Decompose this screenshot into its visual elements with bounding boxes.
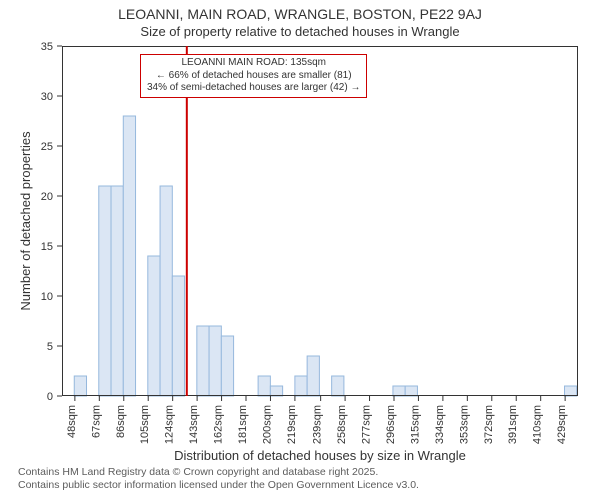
svg-text:315sqm: 315sqm [409, 405, 421, 444]
footer-line-1: Contains HM Land Registry data © Crown c… [18, 466, 419, 479]
annotation-line-2: ← 66% of detached houses are smaller (81… [147, 70, 360, 83]
footer-attribution: Contains HM Land Registry data © Crown c… [18, 466, 419, 492]
svg-text:5: 5 [47, 341, 53, 353]
svg-text:30: 30 [41, 91, 53, 103]
svg-text:67sqm: 67sqm [90, 405, 102, 438]
svg-text:277sqm: 277sqm [361, 405, 373, 444]
svg-text:10: 10 [41, 291, 53, 303]
svg-text:20: 20 [41, 191, 53, 203]
y-axis-label: Number of detached properties [18, 46, 33, 396]
svg-text:353sqm: 353sqm [458, 405, 470, 444]
svg-text:0: 0 [47, 391, 53, 403]
svg-text:334sqm: 334sqm [434, 405, 446, 444]
svg-text:258sqm: 258sqm [336, 405, 348, 444]
svg-text:239sqm: 239sqm [312, 405, 324, 444]
chart-title-line2: Size of property relative to detached ho… [0, 24, 600, 39]
annotation-line-3: 34% of semi-detached houses are larger (… [147, 82, 360, 95]
svg-text:429sqm: 429sqm [556, 405, 568, 444]
svg-text:15: 15 [41, 241, 53, 253]
histogram-plot: 0510152025303548sqm67sqm86sqm105sqm124sq… [62, 46, 578, 396]
svg-text:181sqm: 181sqm [237, 405, 249, 444]
chart-container: LEOANNI, MAIN ROAD, WRANGLE, BOSTON, PE2… [0, 0, 600, 500]
svg-text:35: 35 [41, 41, 53, 53]
svg-text:124sqm: 124sqm [164, 405, 176, 444]
svg-text:200sqm: 200sqm [261, 405, 273, 444]
svg-text:48sqm: 48sqm [66, 405, 78, 438]
svg-text:391sqm: 391sqm [507, 405, 519, 444]
svg-text:296sqm: 296sqm [385, 405, 397, 444]
svg-text:410sqm: 410sqm [532, 405, 544, 444]
annotation-box: LEOANNI MAIN ROAD: 135sqm ← 66% of detac… [140, 54, 367, 98]
chart-title-line1: LEOANNI, MAIN ROAD, WRANGLE, BOSTON, PE2… [0, 6, 600, 22]
svg-text:372sqm: 372sqm [483, 405, 495, 444]
svg-text:105sqm: 105sqm [139, 405, 151, 444]
x-axis-label: Distribution of detached houses by size … [62, 448, 578, 463]
footer-line-2: Contains public sector information licen… [18, 479, 419, 492]
svg-text:143sqm: 143sqm [188, 405, 200, 444]
annotation-line-1: LEOANNI MAIN ROAD: 135sqm [147, 57, 360, 70]
svg-text:162sqm: 162sqm [213, 405, 225, 444]
svg-text:219sqm: 219sqm [286, 405, 298, 444]
svg-text:25: 25 [41, 141, 53, 153]
svg-text:86sqm: 86sqm [115, 405, 127, 438]
